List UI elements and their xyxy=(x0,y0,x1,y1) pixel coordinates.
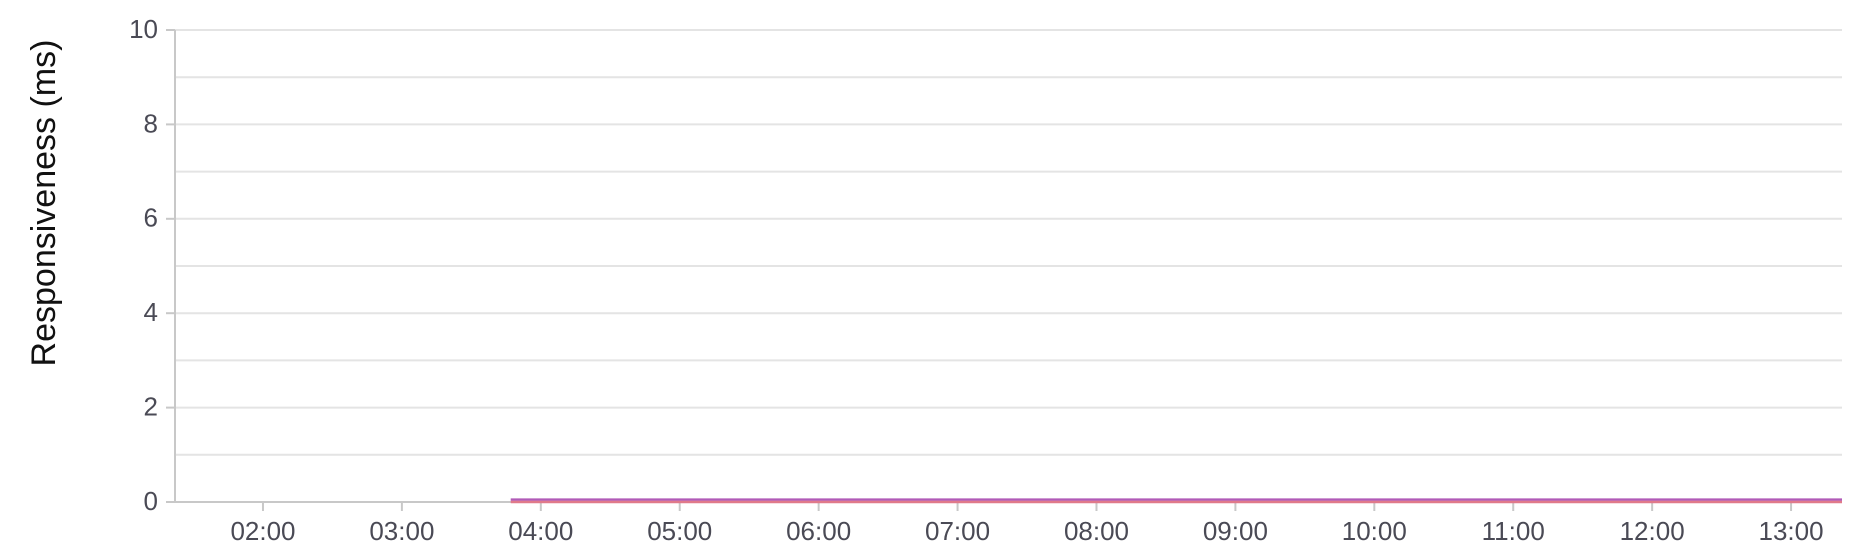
series-layer xyxy=(510,498,1842,504)
y-tick-label: 2 xyxy=(144,391,158,421)
x-tick-label: 02:00 xyxy=(230,516,295,546)
y-tick-label: 6 xyxy=(144,203,158,233)
axis-layer xyxy=(166,29,1842,511)
x-tick-label: 04:00 xyxy=(508,516,573,546)
x-tick-label: 11:00 xyxy=(1482,516,1545,546)
label-layer: 0 2 4 6 8 10 02:00 03:00 04:00 05:00 06:00 07:00 08:… xyxy=(129,14,1824,546)
y-tick-label: 10 xyxy=(129,14,158,44)
x-tick-label: 06:00 xyxy=(786,516,851,546)
y-tick-label: 8 xyxy=(144,108,158,138)
x-tick-label: 12:00 xyxy=(1620,516,1685,546)
x-tick-label: 07:00 xyxy=(925,516,990,546)
x-tick-label: 10:00 xyxy=(1342,516,1407,546)
x-tick-label: 05:00 xyxy=(647,516,712,546)
x-tick-label: 08:00 xyxy=(1064,516,1129,546)
y-tick-label: 4 xyxy=(144,297,158,327)
y-axis-title: Responsiveness (ms) xyxy=(25,40,63,367)
x-tick-label: 13:00 xyxy=(1759,516,1824,546)
y-tick-label: 0 xyxy=(144,486,158,516)
x-tick-label: 03:00 xyxy=(369,516,434,546)
grid-layer xyxy=(175,29,1842,456)
x-tick-label: 09:00 xyxy=(1203,516,1268,546)
